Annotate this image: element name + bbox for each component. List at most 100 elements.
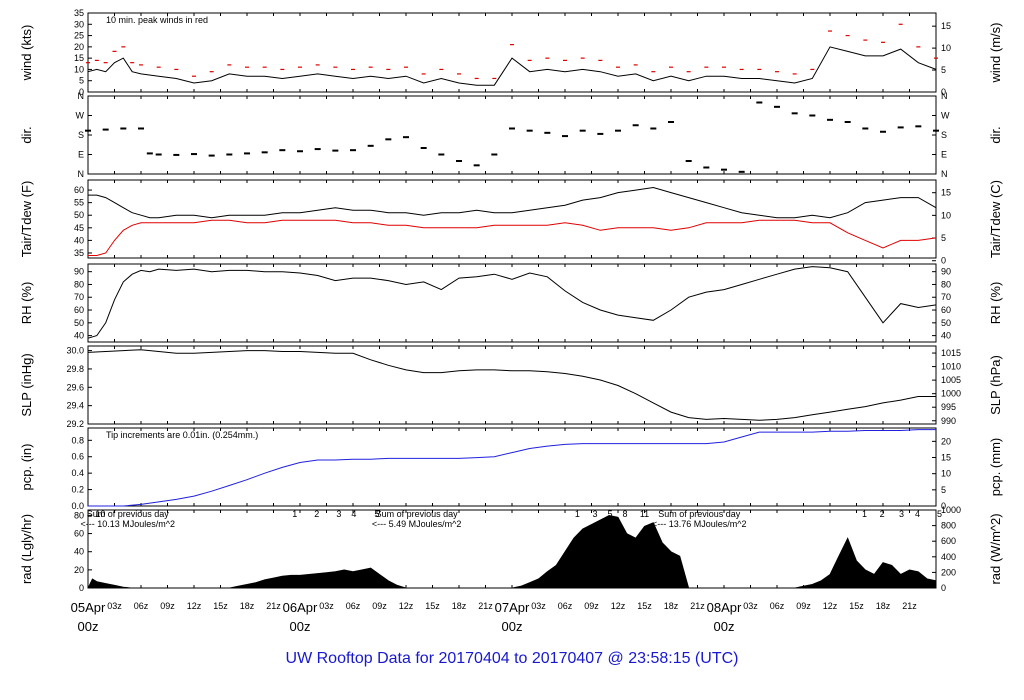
rad-hour-mark: 8 — [623, 509, 628, 519]
pcp-ytick-label-right: 15 — [941, 453, 951, 463]
slp-left-label: SLP (inHg) — [19, 353, 34, 416]
dir-ytick-label: N — [78, 91, 85, 101]
page-title: UW Rooftop Data for 20170404 to 20170407… — [285, 650, 739, 667]
wind-ytick-label: 25 — [74, 31, 84, 41]
rad-ytick-label-right: 800 — [941, 521, 956, 531]
x-tick-label: 06z — [558, 601, 573, 611]
rh-ytick-label: 40 — [74, 331, 84, 341]
pcp-ytick-label: 0.8 — [71, 435, 84, 445]
x-day-label: 08Apr — [707, 600, 742, 615]
rh-ytick-label-right: 70 — [941, 292, 951, 302]
rh-series-0 — [87, 266, 937, 339]
dir-series-0 — [85, 101, 939, 173]
rad-annotation: Sum of previous day — [658, 509, 741, 519]
x-day-sub-label: 00z — [290, 619, 311, 634]
wind-series-1 — [86, 23, 938, 80]
rh-ytick-label-right: 90 — [941, 267, 951, 277]
rad-hour-mark: 10 — [95, 509, 105, 519]
slp-frame — [87, 345, 937, 425]
rad-hour-mark: 3 — [593, 509, 598, 519]
dir-ytick-label-right: S — [941, 130, 947, 140]
rh-left-label: RH (%) — [19, 282, 34, 325]
x-tick-label: 03z — [107, 601, 122, 611]
rad-ytick-label-right: 0 — [941, 583, 946, 593]
temp-ytick-label-right: 0 — [941, 256, 946, 266]
x-tick-label: 15z — [849, 601, 864, 611]
pcp-ytick-label-right: 5 — [941, 485, 946, 495]
pcp-ytick-label-right: 0 — [941, 501, 946, 511]
wind-left-label: wind (kts) — [19, 25, 34, 82]
rh-ytick-label: 70 — [74, 292, 84, 302]
pcp-ytick-label: 0.6 — [71, 452, 84, 462]
x-tick-label: 21z — [266, 601, 281, 611]
pcp-left-label: pcp. (in) — [19, 444, 34, 491]
rad-ytick-label: 80 — [74, 510, 84, 520]
x-tick-label: 12z — [187, 601, 202, 611]
wind-ytick-label-right: 0 — [941, 87, 946, 97]
slp-ytick-label: 29.2 — [66, 419, 84, 429]
x-tick-label: 21z — [478, 601, 493, 611]
rad-annotation: Sum of previous day — [376, 509, 459, 519]
temp-panel: 35 40 45 50 55 60 0 5 10 15 Tair/Tdew (F) Tair/Tdew… — [19, 179, 1003, 266]
rad-frame — [87, 509, 937, 589]
dir-right-label: dir. — [988, 126, 1003, 143]
x-tick-label: 18z — [876, 601, 891, 611]
rad-hour-mark: 4 — [915, 509, 920, 519]
dir-frame — [87, 95, 937, 175]
rad-hour-mark: 2 — [314, 509, 319, 519]
wind-ytick-label-right: 10 — [941, 43, 951, 53]
pcp-ytick-label: 0.2 — [71, 485, 84, 495]
wind-ytick-label: 35 — [74, 8, 84, 18]
dir-ytick-label: S — [78, 130, 84, 140]
wind-ytick-label-right: 15 — [941, 21, 951, 31]
x-tick-label: 21z — [902, 601, 917, 611]
rh-right-label: RH (%) — [988, 282, 1003, 325]
pcp-ytick-label: 0.0 — [71, 501, 84, 511]
temp-ytick-label-right: 15 — [941, 188, 951, 198]
temp-left-label: Tair/Tdew (F) — [19, 181, 34, 258]
temp-series-1 — [88, 219, 937, 256]
x-tick-label: 18z — [664, 601, 679, 611]
temp-ytick-label: 40 — [74, 235, 84, 245]
x-axis: 03z 06z 09z 12z 15z 18z 21z 03z 06z 09z 12z 15z 18z 2… — [71, 600, 918, 634]
rad-ytick-label: 40 — [74, 547, 84, 557]
slp-right-label: SLP (hPa) — [988, 355, 1003, 415]
slp-series-0 — [87, 349, 936, 421]
dir-ytick-label-right: N — [941, 169, 948, 179]
pcp-annotation: Tip increments are 0.01in. (0.254mm.) — [106, 430, 258, 440]
rh-ytick-label-right: 50 — [941, 318, 951, 328]
x-day-label: 05Apr — [71, 600, 106, 615]
rad-hour-mark: 5 — [608, 509, 613, 519]
rad-hour-mark: 11 — [640, 509, 649, 519]
x-tick-label: 18z — [240, 601, 255, 611]
rad-hour-mark: 5 — [937, 509, 942, 519]
rad-right-label: rad (W/m^2) — [988, 513, 1003, 584]
rad-ytick-label-right: 1000 — [941, 505, 961, 515]
rad-hour-mark: 1 — [292, 509, 297, 519]
dir-ytick-label-right: E — [941, 150, 947, 160]
pcp-ytick-label-right: 10 — [941, 469, 951, 479]
rh-ytick-label: 90 — [74, 267, 84, 277]
x-tick-label: 06z — [134, 601, 149, 611]
rad-hour-mark: 3 — [899, 509, 904, 519]
dir-left-label: dir. — [19, 126, 34, 143]
x-day-sub-label: 00z — [714, 619, 735, 634]
rh-ytick-label-right: 40 — [941, 331, 951, 341]
rh-ytick-label: 80 — [74, 279, 84, 289]
rad-annotation: Sum of previous day — [87, 509, 170, 519]
dir-ytick-label: N — [78, 169, 85, 179]
temp-frame — [87, 179, 937, 259]
slp-ytick-label: 29.6 — [66, 382, 84, 392]
pcp-ytick-label: 0.4 — [71, 468, 84, 478]
x-tick-label: 03z — [531, 601, 546, 611]
x-tick-label: 09z — [372, 601, 387, 611]
slp-ytick-label: 29.4 — [66, 401, 84, 411]
dir-ytick-label: W — [76, 111, 85, 121]
x-tick-label: 06z — [346, 601, 361, 611]
rad-annotation: <--- 13.76 MJoules/m^2 — [652, 519, 747, 529]
temp-series-0 — [88, 186, 937, 219]
rad-ytick-label: 60 — [74, 529, 84, 539]
rad-annotation: <--- 5.49 MJoules/m^2 — [372, 519, 462, 529]
